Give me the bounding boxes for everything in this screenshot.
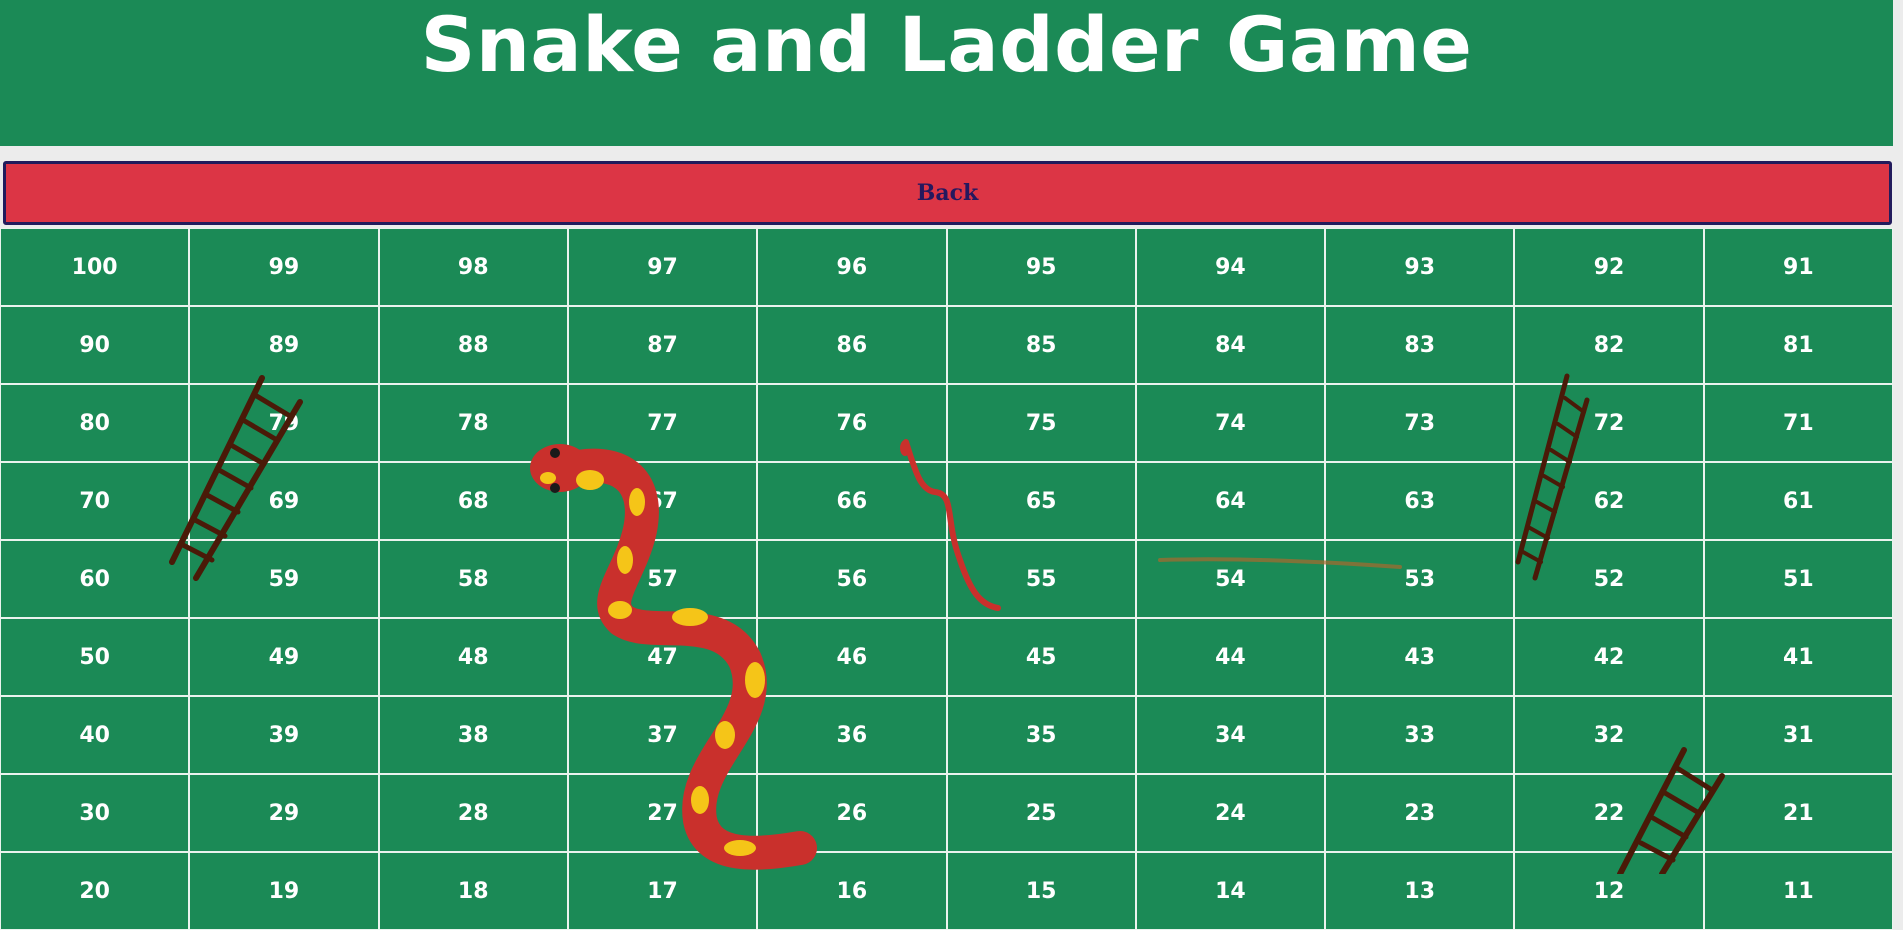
- board-cell: 100: [0, 228, 190, 306]
- board-cell: 12: [1514, 852, 1704, 930]
- back-button-container: Back: [3, 161, 1892, 225]
- board-cell: 81: [1703, 306, 1893, 384]
- board-cell: 92: [1514, 228, 1704, 306]
- board-cell: 96: [757, 228, 947, 306]
- board-cell: 55: [946, 540, 1136, 618]
- board-cell: 26: [757, 774, 947, 852]
- board-cell: 36: [757, 696, 947, 774]
- board-cell: 99: [189, 228, 379, 306]
- board-cell: 40: [0, 696, 190, 774]
- board-cell: 83: [1325, 306, 1515, 384]
- board-cell: 46: [757, 618, 947, 696]
- board-cell: 84: [1135, 306, 1326, 384]
- board-cell: 58: [378, 540, 568, 618]
- board-cell: 70: [0, 462, 190, 540]
- board-cell: 29: [189, 774, 379, 852]
- board-cell: 50: [0, 618, 190, 696]
- board-cell: 86: [757, 306, 947, 384]
- board-cell: 88: [378, 306, 568, 384]
- board-cell: 14: [1135, 852, 1326, 930]
- board-cell: 43: [1325, 618, 1515, 696]
- board-cell: 93: [1325, 228, 1515, 306]
- board-cell: 16: [757, 852, 947, 930]
- board-cell: 72: [1514, 384, 1704, 462]
- board-cell: 73: [1325, 384, 1515, 462]
- board-cell: 60: [0, 540, 190, 618]
- board-cell: 32: [1514, 696, 1704, 774]
- board-cell: 67: [567, 462, 758, 540]
- board-cell: 31: [1703, 696, 1893, 774]
- board-cell: 53: [1325, 540, 1515, 618]
- board-cell: 21: [1703, 774, 1893, 852]
- board-cell: 18: [378, 852, 568, 930]
- board-cell: 63: [1325, 462, 1515, 540]
- header-bar: Snake and Ladder Game: [0, 0, 1893, 146]
- board-cell: 37: [567, 696, 758, 774]
- back-button[interactable]: Back: [3, 161, 1892, 225]
- board-cell: 95: [946, 228, 1136, 306]
- board-cell: 24: [1135, 774, 1326, 852]
- board-cell: 20: [0, 852, 190, 930]
- board-cell: 80: [0, 384, 190, 462]
- board-cell: 79: [189, 384, 379, 462]
- board-cell: 75: [946, 384, 1136, 462]
- board-cell: 13: [1325, 852, 1515, 930]
- page-title: Snake and Ladder Game: [420, 0, 1473, 89]
- board-cell: 59: [189, 540, 379, 618]
- board-cell: 85: [946, 306, 1136, 384]
- board-cell: 97: [567, 228, 758, 306]
- board-cell: 28: [378, 774, 568, 852]
- board-cell: 25: [946, 774, 1136, 852]
- board-cell: 52: [1514, 540, 1704, 618]
- board-cell: 62: [1514, 462, 1704, 540]
- board-cell: 30: [0, 774, 190, 852]
- board-cell: 74: [1135, 384, 1326, 462]
- board-cell: 91: [1703, 228, 1893, 306]
- board-cell: 82: [1514, 306, 1704, 384]
- board-cell: 98: [378, 228, 568, 306]
- board-cell: 22: [1514, 774, 1704, 852]
- board-cell: 76: [757, 384, 947, 462]
- board-cell: 66: [757, 462, 947, 540]
- board-cell: 87: [567, 306, 758, 384]
- board-cell: 48: [378, 618, 568, 696]
- board-cell: 77: [567, 384, 758, 462]
- board-cell: 39: [189, 696, 379, 774]
- board-cell: 41: [1703, 618, 1893, 696]
- board-cell: 64: [1135, 462, 1326, 540]
- board-cell: 45: [946, 618, 1136, 696]
- board-cell: 11: [1703, 852, 1893, 930]
- board-cell: 71: [1703, 384, 1893, 462]
- board-cell: 68: [378, 462, 568, 540]
- board-cell: 34: [1135, 696, 1326, 774]
- board-cell: 54: [1135, 540, 1326, 618]
- board-cell: 19: [189, 852, 379, 930]
- board-cell: 49: [189, 618, 379, 696]
- game-board: 100 99 98 97 96 95 94 93 92 91 90 89 88 87 86 85 84 83 82 8…: [0, 228, 1893, 930]
- board-cell: 61: [1703, 462, 1893, 540]
- board-cell: 56: [757, 540, 947, 618]
- board-cell: 89: [189, 306, 379, 384]
- board-cell: 33: [1325, 696, 1515, 774]
- board-cell: 94: [1135, 228, 1326, 306]
- board-cell: 78: [378, 384, 568, 462]
- board-cell: 44: [1135, 618, 1326, 696]
- board-cell: 38: [378, 696, 568, 774]
- board-cell: 35: [946, 696, 1136, 774]
- board-cell: 15: [946, 852, 1136, 930]
- board-cell: 27: [567, 774, 758, 852]
- board-cell: 57: [567, 540, 758, 618]
- board-cell: 90: [0, 306, 190, 384]
- board-cell: 65: [946, 462, 1136, 540]
- board-cell: 47: [567, 618, 758, 696]
- board-cell: 17: [567, 852, 758, 930]
- board-cell: 51: [1703, 540, 1893, 618]
- board-cell: 42: [1514, 618, 1704, 696]
- board-cell: 69: [189, 462, 379, 540]
- board-cell: 23: [1325, 774, 1515, 852]
